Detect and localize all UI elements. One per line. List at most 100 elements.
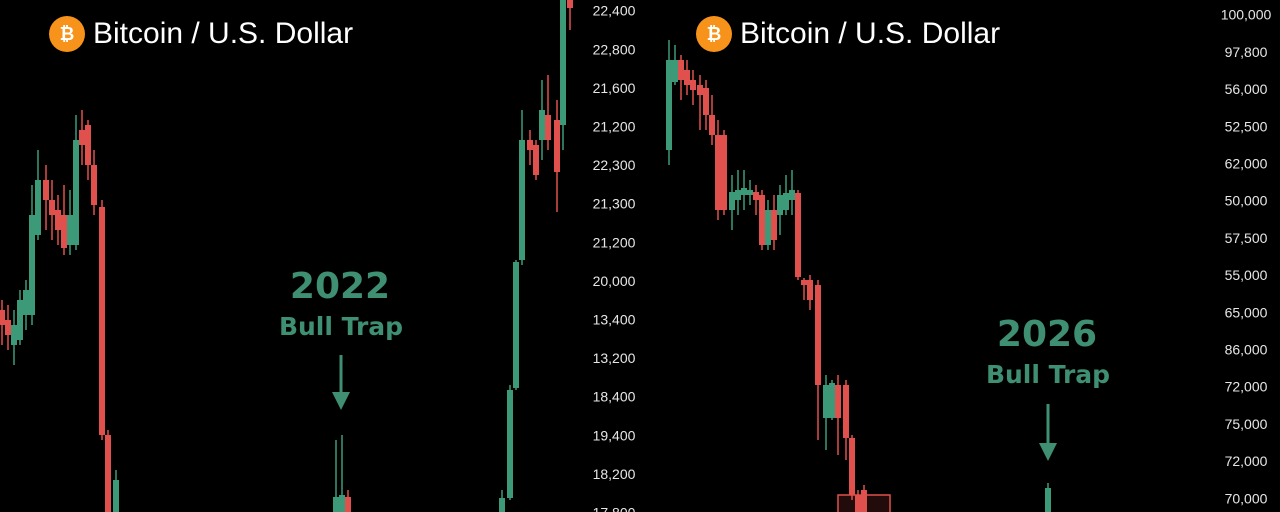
- candle-body: [823, 385, 829, 418]
- price-axis-label: 52,500: [1225, 118, 1268, 134]
- candle-body: [339, 495, 345, 512]
- price-axis-label: 21,200: [593, 119, 636, 135]
- candle-body: [697, 85, 703, 95]
- arrow-head: [1039, 443, 1057, 461]
- candles: [0, 0, 1051, 512]
- candle-body: [843, 385, 849, 438]
- candle: [849, 435, 855, 500]
- candle-body: [835, 385, 841, 418]
- candle: [807, 275, 813, 310]
- candle: [795, 190, 801, 280]
- price-axis-label: 21,300: [593, 196, 636, 212]
- candle-body: [741, 188, 747, 195]
- candle: [783, 175, 789, 215]
- candle-body: [507, 390, 513, 498]
- price-axis-label: 22,400: [593, 3, 636, 19]
- chart-title: Bitcoin / U.S. Dollar: [740, 17, 1000, 50]
- candle: [560, 0, 566, 150]
- candle-body: [849, 438, 855, 495]
- candle: [513, 260, 519, 390]
- candle-body: [795, 193, 801, 277]
- annotation-year: 2022: [290, 266, 390, 307]
- price-axis-label: 22,300: [593, 157, 636, 173]
- price-axis-label: 13,200: [593, 350, 636, 366]
- candle-body: [0, 310, 5, 325]
- candle: [11, 310, 17, 365]
- candle-body: [513, 262, 519, 388]
- candle-body: [55, 210, 61, 230]
- price-axis-label: 18,200: [593, 466, 636, 482]
- candle-body: [747, 190, 753, 195]
- candle: [554, 100, 560, 212]
- price-axis-label: 18,400: [593, 389, 636, 405]
- candle-body: [678, 60, 684, 80]
- price-axis-label: 21,600: [593, 80, 636, 96]
- bitcoin-symbol: ₿: [707, 24, 722, 45]
- arrow-head: [332, 392, 350, 410]
- candle-body: [17, 300, 23, 340]
- price-axis-label: 19,400: [593, 427, 636, 443]
- price-axis-label: 20,000: [593, 273, 636, 289]
- candle-body: [1045, 488, 1051, 512]
- candle-body: [684, 70, 690, 85]
- candle: [507, 385, 513, 500]
- candle-body: [43, 180, 49, 200]
- candle: [684, 60, 690, 95]
- price-axis-label: 22,800: [593, 41, 636, 57]
- candle: [43, 165, 49, 230]
- candle: [741, 170, 747, 210]
- price-axis-label: 70,000: [1225, 490, 1268, 506]
- candle: [91, 150, 97, 215]
- annotation-label: Bull Trap: [279, 312, 403, 341]
- candle-body: [11, 325, 17, 345]
- price-axis-label: 55,000: [1225, 267, 1268, 283]
- candle: [99, 200, 105, 440]
- candle-body: [721, 135, 727, 210]
- candle-body: [333, 497, 339, 512]
- candle-body: [527, 140, 533, 150]
- price-axis-label: 97,800: [1225, 44, 1268, 60]
- candle: [765, 200, 771, 250]
- candle: [747, 180, 753, 205]
- chart-title: Bitcoin / U.S. Dollar: [93, 17, 353, 50]
- candle-body: [765, 210, 771, 245]
- candle: [801, 278, 807, 300]
- bitcoin-symbol: ₿: [60, 24, 75, 45]
- candle: [777, 185, 783, 235]
- candle-body: [533, 145, 539, 175]
- candle: [105, 430, 111, 512]
- price-axis-label: 100,000: [1221, 7, 1272, 23]
- candle-body: [729, 192, 735, 210]
- price-axis-label: 50,000: [1225, 193, 1268, 209]
- candle-body: [672, 60, 678, 82]
- candle-body: [771, 210, 777, 240]
- candle-body: [759, 195, 765, 245]
- candle: [499, 490, 505, 512]
- candle: [789, 170, 795, 215]
- candle-body: [666, 60, 672, 150]
- candle: [703, 80, 709, 130]
- candle: [1045, 483, 1051, 512]
- candle-body: [807, 280, 813, 300]
- candle-body: [23, 290, 29, 315]
- candle: [539, 80, 545, 160]
- candle: [690, 70, 696, 105]
- candle: [113, 470, 119, 512]
- annotation-year: 2026: [997, 314, 1097, 355]
- candle: [835, 375, 841, 455]
- candle: [829, 380, 835, 420]
- candle: [17, 290, 23, 345]
- candle: [73, 115, 79, 250]
- price-axis-label: 17,800: [593, 505, 636, 512]
- candle: [533, 140, 539, 180]
- candle: [519, 110, 525, 265]
- candle: [753, 185, 759, 215]
- candle-body: [801, 280, 807, 285]
- candle: [843, 380, 849, 460]
- candle: [527, 130, 533, 165]
- candle: [49, 180, 55, 240]
- annotation-label: Bull Trap: [986, 360, 1110, 389]
- candle: [861, 485, 867, 512]
- candle: [345, 490, 351, 512]
- price-axis-label: 75,000: [1225, 416, 1268, 432]
